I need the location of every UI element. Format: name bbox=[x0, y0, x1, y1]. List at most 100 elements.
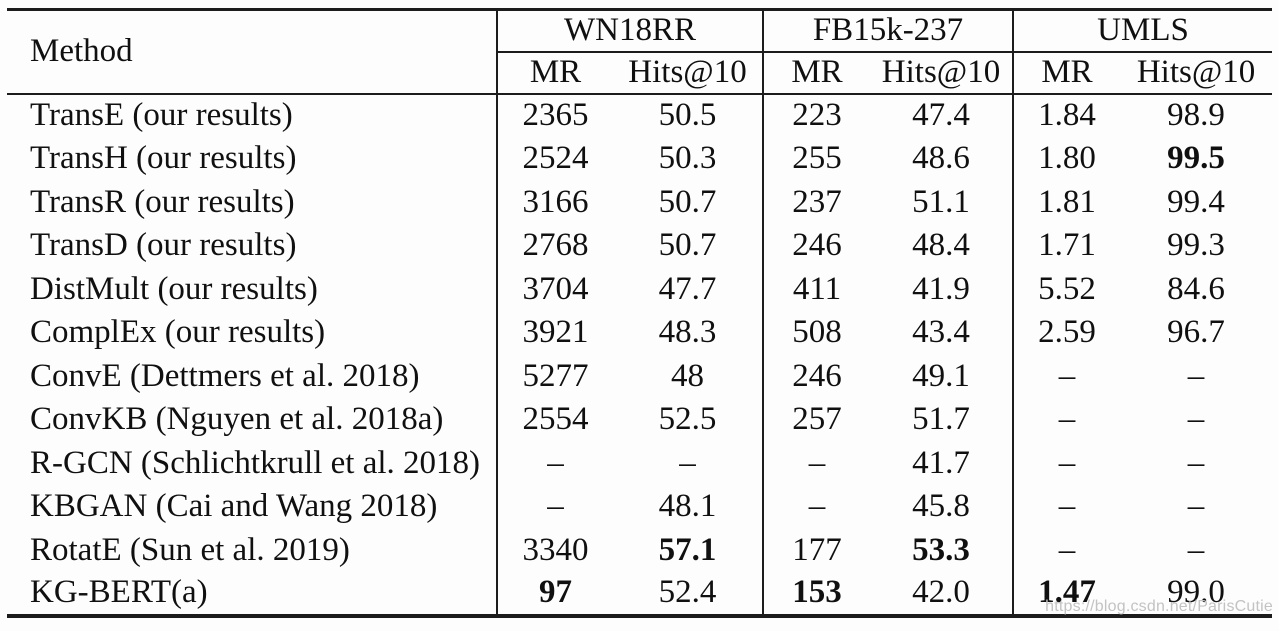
value-cell: 1.81 bbox=[1012, 180, 1121, 224]
method-cell: KG-BERT(a) bbox=[30, 574, 208, 611]
value-cell: 96.7 bbox=[1167, 314, 1225, 351]
table-row: R-GCN (Schlichtkrull et al. 2018) – – – … bbox=[7, 441, 1272, 485]
value-cell: – bbox=[1187, 488, 1205, 525]
value-cell: – bbox=[1187, 531, 1205, 568]
value-cell: 5.52 bbox=[1012, 267, 1121, 311]
table-header: Method WN18RR FB15k-237 UMLS MR Hits@10 … bbox=[7, 9, 1273, 95]
value-cell: 43.4 bbox=[912, 314, 970, 351]
value-cell: 41.7 bbox=[912, 444, 970, 481]
value-cell: – bbox=[762, 441, 870, 485]
table-row: ConvKB (Nguyen et al. 2018a) 2554 52.5 2… bbox=[7, 398, 1272, 442]
value-cell: 48.4 bbox=[912, 227, 970, 264]
table-row: KBGAN (Cai and Wang 2018) – 48.1 – 45.8 … bbox=[7, 485, 1272, 529]
value-cell: 98.9 bbox=[1167, 97, 1225, 134]
value-cell: 50.7 bbox=[658, 227, 717, 264]
column-header-fb-hits10: Hits@10 bbox=[870, 51, 1014, 95]
header-row-datasets: Method WN18RR FB15k-237 UMLS bbox=[7, 9, 1273, 95]
value-cell: 3166 bbox=[496, 180, 613, 224]
header-row-metrics: MR Hits@10 MR Hits@10 MR Hits@10 bbox=[7, 51, 1273, 95]
value-cell: 3340 bbox=[496, 528, 613, 572]
value-cell: 48.3 bbox=[658, 314, 717, 351]
value-cell: 2768 bbox=[496, 224, 613, 268]
table-row: ComplEx (our results) 3921 48.3 508 43.4… bbox=[7, 311, 1272, 355]
value-cell: 237 bbox=[762, 180, 870, 224]
table-row: TransH (our results) 2524 50.3 255 48.6 … bbox=[7, 137, 1272, 181]
value-cell: 255 bbox=[762, 137, 870, 181]
column-group-umls: UMLS bbox=[1012, 9, 1273, 53]
value-cell: 411 bbox=[762, 267, 870, 311]
value-cell: 42.0 bbox=[912, 574, 970, 611]
value-cell: 48.1 bbox=[658, 488, 717, 525]
value-cell: – bbox=[679, 444, 696, 481]
value-cell: 47.7 bbox=[658, 270, 717, 307]
method-cell: ConvE (Dettmers et al. 2018) bbox=[30, 357, 420, 394]
table-row: TransE (our results) 2365 50.5 223 47.4 … bbox=[7, 93, 1272, 137]
value-cell: 153 bbox=[762, 572, 870, 616]
value-cell: 50.5 bbox=[658, 97, 717, 134]
value-cell: 48 bbox=[671, 357, 704, 394]
table-row: RotatE (Sun et al. 2019) 3340 57.1 177 5… bbox=[7, 528, 1272, 572]
value-cell: 51.1 bbox=[912, 183, 970, 220]
column-header-fb-mr: MR bbox=[762, 51, 870, 95]
column-header-method: Method bbox=[7, 9, 497, 95]
table-row: TransR (our results) 3166 50.7 237 51.1 … bbox=[7, 180, 1272, 224]
method-cell: TransD (our results) bbox=[30, 227, 297, 264]
value-cell: – bbox=[1187, 444, 1205, 481]
column-header-wn-mr: MR bbox=[496, 51, 613, 95]
value-cell: 45.8 bbox=[912, 488, 970, 525]
value-cell: 2554 bbox=[496, 398, 613, 442]
value-cell: 1.84 bbox=[1012, 93, 1121, 137]
value-cell: 48.6 bbox=[912, 140, 970, 177]
value-cell: 246 bbox=[762, 224, 870, 268]
value-cell: 99.3 bbox=[1167, 227, 1225, 264]
value-cell: – bbox=[1012, 398, 1121, 442]
value-cell: 257 bbox=[762, 398, 870, 442]
value-cell: – bbox=[1187, 401, 1205, 438]
value-cell: 508 bbox=[762, 311, 870, 355]
method-cell: KBGAN (Cai and Wang 2018) bbox=[30, 488, 438, 525]
value-cell: – bbox=[762, 485, 870, 529]
value-cell: 3704 bbox=[496, 267, 613, 311]
value-cell: 1.71 bbox=[1012, 224, 1121, 268]
value-cell: – bbox=[1012, 354, 1121, 398]
value-cell: 84.6 bbox=[1167, 270, 1225, 307]
value-cell: 57.1 bbox=[658, 531, 717, 568]
value-cell: 52.5 bbox=[658, 401, 717, 438]
value-cell: 47.4 bbox=[912, 97, 970, 134]
method-cell: TransE (our results) bbox=[30, 97, 293, 134]
value-cell: 41.9 bbox=[912, 270, 970, 307]
table-row: TransD (our results) 2768 50.7 246 48.4 … bbox=[7, 224, 1272, 268]
value-cell: 51.7 bbox=[912, 401, 970, 438]
value-cell: 177 bbox=[762, 528, 870, 572]
value-cell: 99.5 bbox=[1167, 140, 1225, 177]
results-table: Method WN18RR FB15k-237 UMLS MR Hits@10 … bbox=[7, 8, 1273, 618]
method-cell: TransH (our results) bbox=[30, 140, 297, 177]
column-header-wn-hits10: Hits@10 bbox=[613, 51, 763, 95]
value-cell: – bbox=[496, 441, 613, 485]
column-group-wn18rr: WN18RR bbox=[496, 9, 763, 53]
value-cell: 2.59 bbox=[1012, 311, 1121, 355]
value-cell: 99.0 bbox=[1167, 574, 1225, 611]
value-cell: 99.4 bbox=[1167, 183, 1225, 220]
value-cell: 2365 bbox=[496, 93, 613, 137]
value-cell: – bbox=[1012, 485, 1121, 529]
value-cell: 3921 bbox=[496, 311, 613, 355]
csdn-watermark: https://blog.csdn.net/ParisCutie bbox=[1045, 598, 1273, 615]
value-cell: 50.3 bbox=[658, 140, 717, 177]
value-cell: 49.1 bbox=[912, 357, 970, 394]
value-cell: 223 bbox=[762, 93, 870, 137]
value-cell: 1.80 bbox=[1012, 137, 1121, 181]
column-group-fb15k237: FB15k-237 bbox=[761, 9, 1014, 53]
method-cell: RotatE (Sun et al. 2019) bbox=[30, 531, 350, 568]
table-row: KG-BERT(a) 97 52.4 153 42.0 1.47 99.0 bbox=[7, 572, 1272, 616]
column-header-umls-mr: MR bbox=[1012, 51, 1121, 95]
value-cell: 50.7 bbox=[658, 183, 717, 220]
method-cell: ConvKB (Nguyen et al. 2018a) bbox=[30, 401, 444, 438]
value-cell: – bbox=[1012, 528, 1121, 572]
method-cell: ComplEx (our results) bbox=[30, 314, 326, 351]
value-cell: 246 bbox=[762, 354, 870, 398]
table-row: DistMult (our results) 3704 47.7 411 41.… bbox=[7, 267, 1272, 311]
value-cell: 52.4 bbox=[658, 574, 717, 611]
value-cell: – bbox=[1012, 441, 1121, 485]
method-cell: R-GCN (Schlichtkrull et al. 2018) bbox=[30, 444, 481, 481]
